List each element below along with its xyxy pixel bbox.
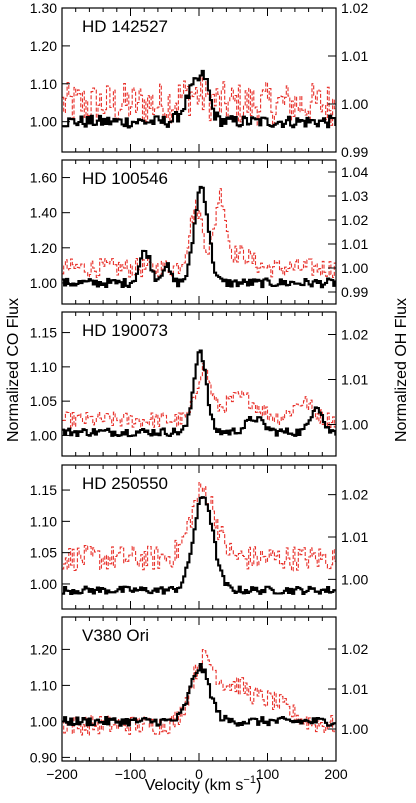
panels-group: 1.00 1.10 1.20 1.30 0.99 1.00 1.01 1.02 HD 14252… (30, 0, 369, 782)
co-tick-label: 1.60 (30, 170, 57, 186)
x-tick-label: −200 (46, 766, 78, 782)
co-tick-label: 1.05 (30, 545, 57, 561)
oh-tick-label: 1.01 (341, 681, 368, 697)
co-series-line (62, 69, 336, 129)
co-tick-label: 1.00 (30, 427, 57, 443)
co-tick-label: 1.00 (30, 713, 57, 729)
oh-tick-label: 1.03 (341, 188, 368, 204)
x-axis-label-close: ) (256, 777, 261, 794)
panel-4: 1.00 1.05 1.10 1.15 1.00 1.01 1.02 HD 250550 (30, 464, 368, 610)
left-axis-label: Normalized CO Flux (5, 298, 22, 442)
co-tick-label: 1.40 (30, 205, 57, 221)
co-tick-label: 0.90 (30, 749, 57, 765)
oh-tick-label: 0.99 (341, 284, 368, 300)
x-tick-label: 0 (195, 766, 203, 782)
co-tick-label: 1.20 (30, 240, 57, 256)
co-tick-label: 1.10 (30, 677, 57, 693)
oh-tick-label: 1.02 (341, 212, 368, 228)
panel-title: HD 142527 (82, 17, 168, 36)
oh-tick-label: 1.02 (341, 0, 368, 16)
oh-tick-label: 1.02 (341, 487, 368, 503)
oh-series-line (62, 363, 336, 429)
co-tick-label: 1.30 (30, 0, 57, 16)
x-tick-label: 200 (324, 766, 348, 782)
co-tick-label: 1.20 (30, 641, 57, 657)
co-tick-label: 1.10 (30, 359, 57, 375)
oh-tick-label: 1.01 (341, 372, 368, 388)
oh-tick-label: 1.01 (341, 529, 368, 545)
x-axis-label: Velocity (km s−1) (145, 774, 262, 794)
co-tick-label: 1.15 (30, 482, 57, 498)
x-tick-label: 100 (256, 766, 280, 782)
co-tick-label: 1.00 (30, 275, 57, 291)
panel-title: HD 250550 (82, 474, 168, 493)
co-tick-label: 1.00 (30, 576, 57, 592)
panel-2: 1.00 1.20 1.40 1.60 0.99 1.00 1.01 1.02 1.03 1.04… (30, 159, 368, 305)
oh-tick-label: 1.01 (341, 236, 368, 252)
oh-tick-label: 1.02 (341, 327, 368, 343)
co-series-line (62, 663, 336, 727)
panel-title: HD 100546 (82, 169, 168, 188)
co-tick-label: 1.10 (30, 513, 57, 529)
co-series-line (62, 496, 336, 596)
co-tick-label: 1.15 (30, 325, 57, 341)
oh-tick-label: 0.99 (341, 144, 368, 160)
oh-tick-label: 1.00 (341, 721, 368, 737)
oh-tick-label: 1.00 (341, 571, 368, 587)
x-axis-label-main: Velocity (km s (145, 777, 244, 794)
oh-tick-label: 1.04 (341, 164, 368, 180)
x-tick-label: −100 (115, 766, 147, 782)
co-series-line (62, 349, 336, 438)
right-axis-label: Normalized OH Flux (393, 298, 410, 442)
panel-5: 0.90 1.00 1.10 1.20 1.00 1.01 1.02 V380 Ori (30, 616, 368, 765)
co-tick-label: 1.05 (30, 393, 57, 409)
oh-series-line (62, 75, 336, 126)
co-tick-label: 1.10 (30, 76, 57, 92)
oh-tick-label: 1.00 (341, 417, 368, 433)
x-axis-label-sup: −1 (243, 774, 256, 786)
panel-title: V380 Ori (82, 626, 149, 645)
oh-tick-label: 1.02 (341, 641, 368, 657)
co-tick-label: 1.20 (30, 38, 57, 54)
oh-series-line (62, 481, 336, 572)
panel-title: HD 190073 (82, 321, 168, 340)
co-series-line (62, 185, 336, 289)
panel-1: 1.00 1.10 1.20 1.30 0.99 1.00 1.01 1.02 HD 14252… (30, 0, 369, 160)
co-tick-label: 1.00 (30, 114, 57, 130)
oh-tick-label: 1.00 (341, 96, 368, 112)
oh-series-line (62, 188, 336, 279)
oh-tick-label: 1.00 (341, 260, 368, 276)
panel-3: 1.00 1.05 1.10 1.15 1.00 1.01 1.02 HD 190073 (30, 311, 368, 457)
oh-tick-label: 1.01 (341, 48, 368, 64)
